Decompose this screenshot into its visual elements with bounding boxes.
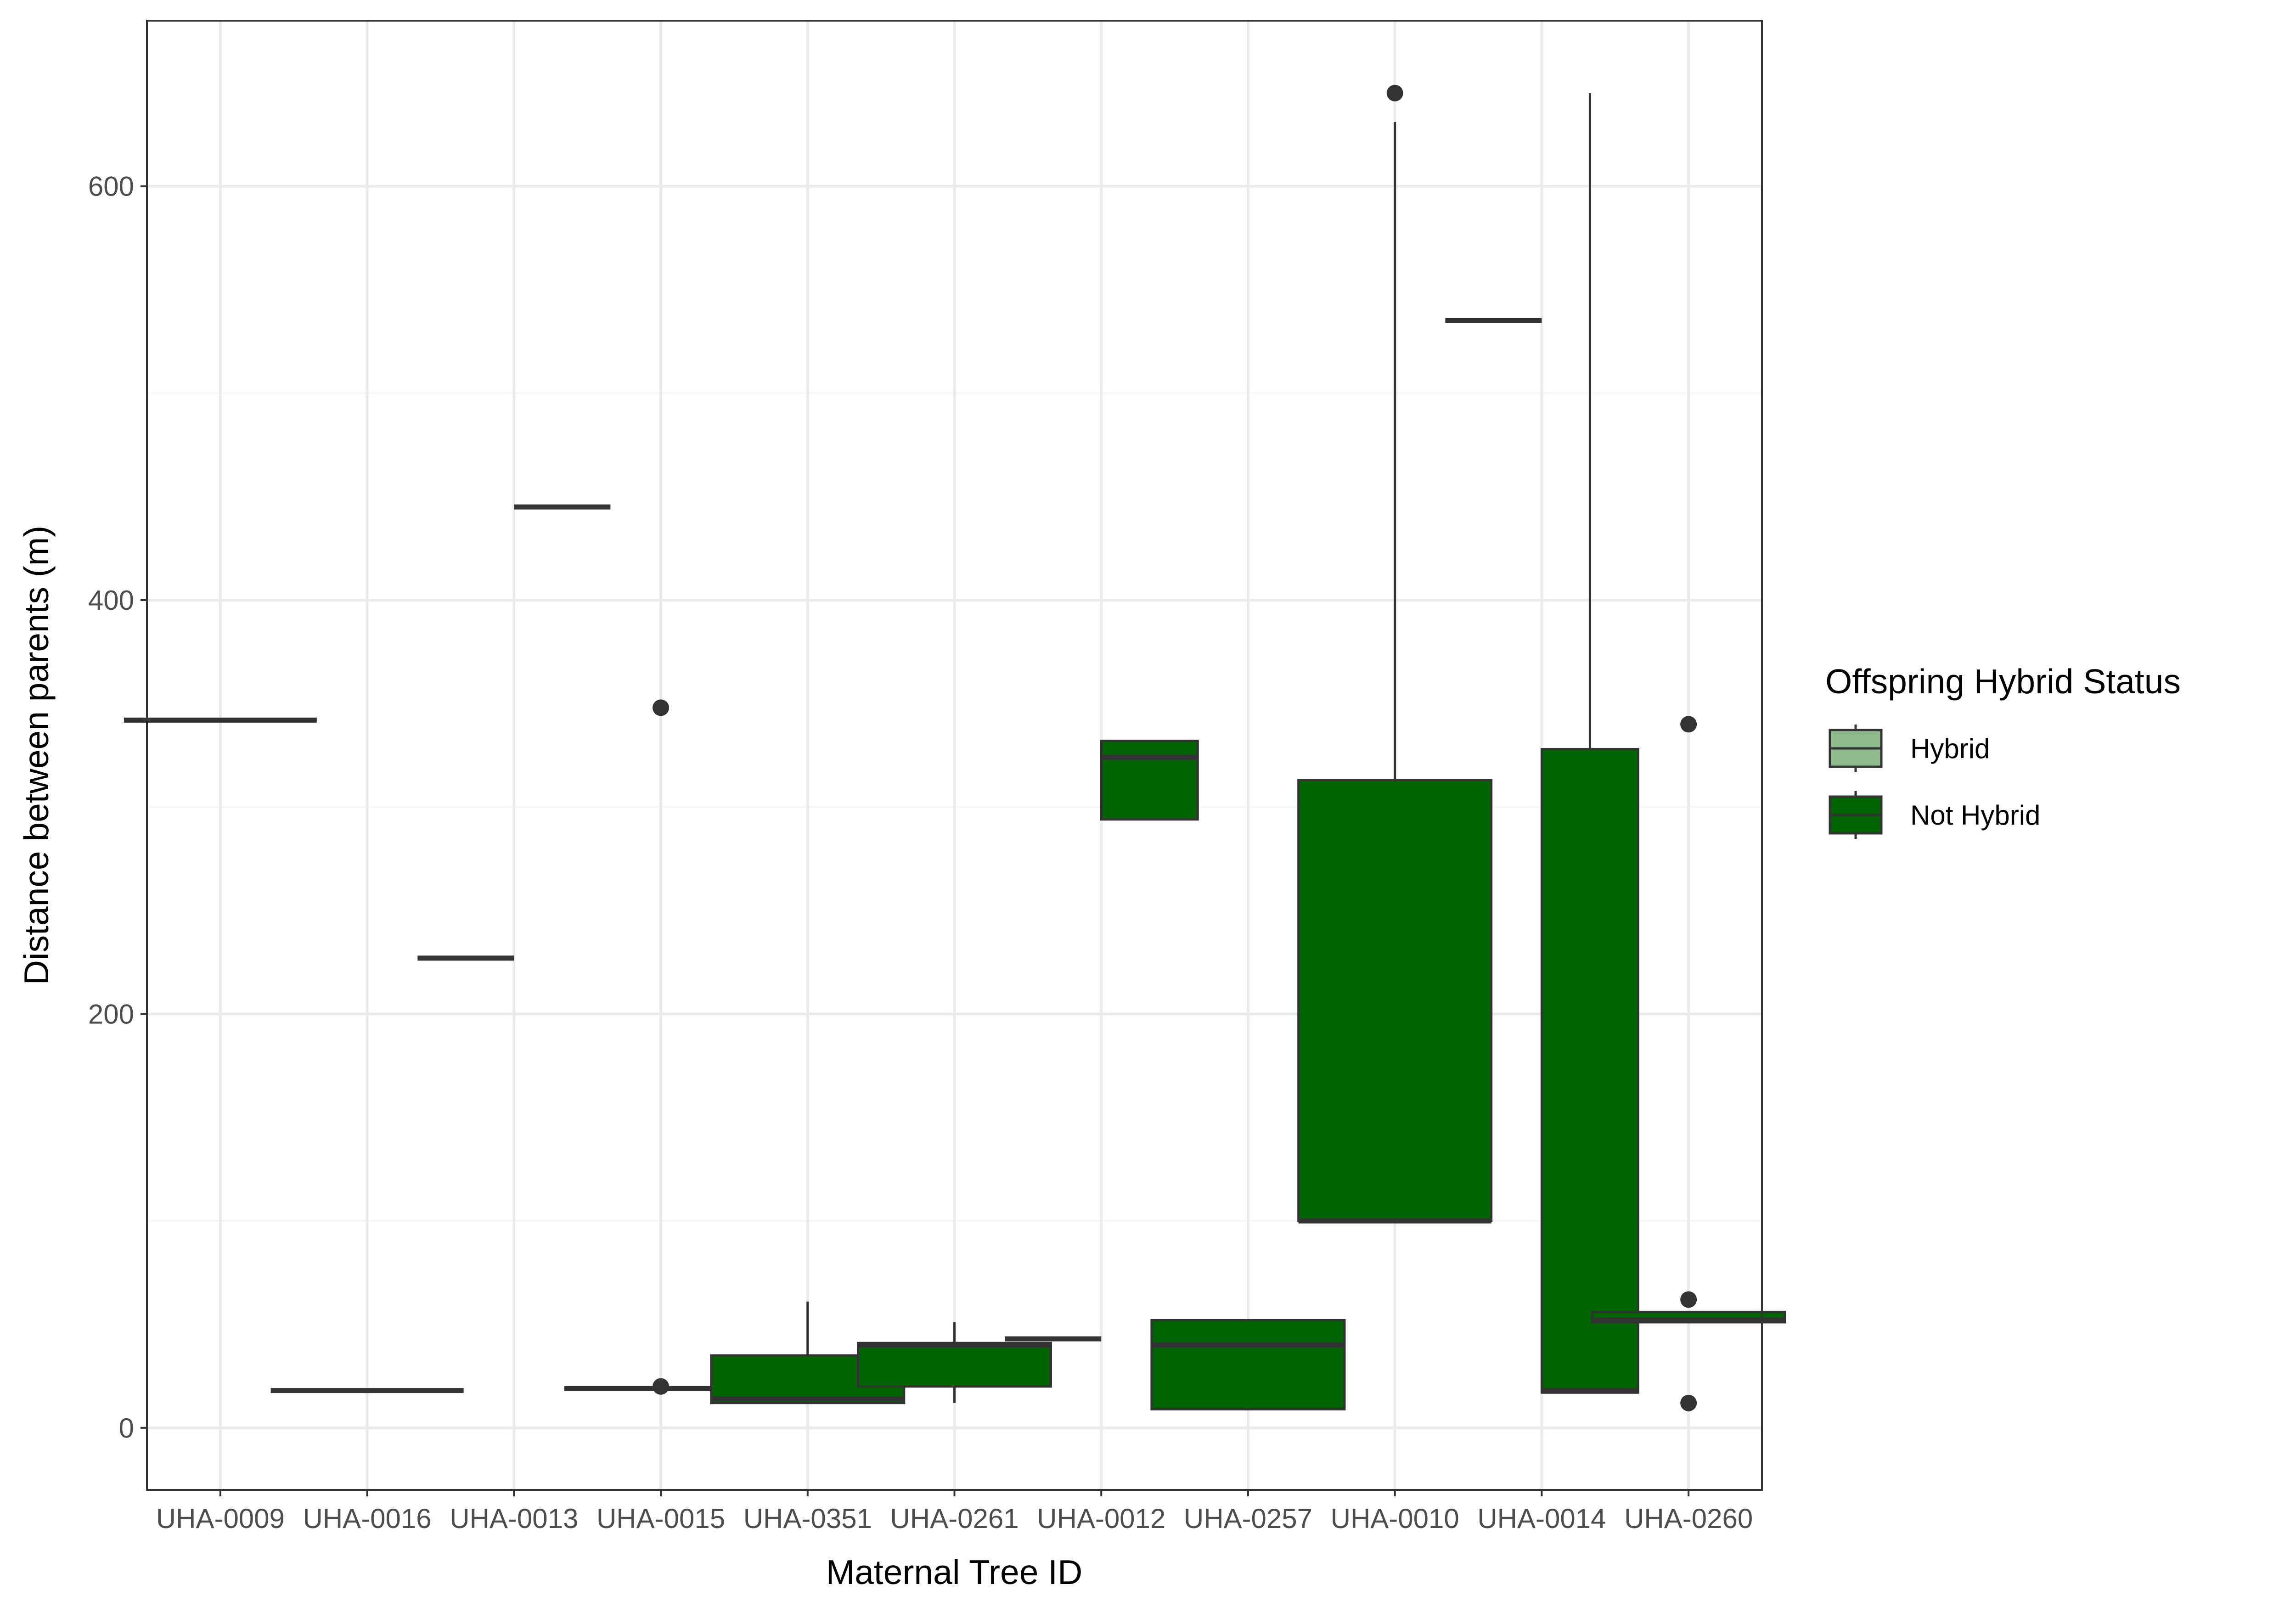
box-body <box>1150 1319 1346 1410</box>
x-tick-label: UHA-0009 <box>156 1503 285 1534</box>
legend: Offspring Hybrid Status Hybrid Not Hybrid <box>1825 662 2181 839</box>
outlier-point <box>1680 1394 1697 1411</box>
outlier-point <box>1386 84 1403 101</box>
x-axis-title: Maternal Tree ID <box>826 1553 1083 1591</box>
box-body <box>1540 747 1639 1394</box>
x-tick-label: UHA-0015 <box>597 1503 725 1534</box>
y-tick-label: 0 <box>119 1413 134 1444</box>
outlier-point <box>1680 716 1697 733</box>
legend-item-hybrid: Hybrid <box>1829 725 1990 772</box>
legend-label: Hybrid <box>1910 733 1990 764</box>
box-body <box>1297 779 1493 1222</box>
legend-label: Not Hybrid <box>1910 800 2040 831</box>
box-body <box>857 1342 1052 1388</box>
x-tick-label: UHA-0016 <box>303 1503 432 1534</box>
x-tick-label: UHA-0014 <box>1477 1503 1606 1534</box>
outlier-point <box>1680 1291 1697 1308</box>
x-tick-label: UHA-0010 <box>1331 1503 1459 1534</box>
y-tick-label: 400 <box>88 585 134 616</box>
y-tick-label: 200 <box>88 999 134 1029</box>
y-axis: 0 200 400 600 <box>88 171 147 1444</box>
outlier-point <box>653 699 670 716</box>
box-UHA-0257-not-hybrid <box>1150 1319 1346 1410</box>
legend-title: Offspring Hybrid Status <box>1825 662 2181 701</box>
box-UHA-0260-not-hybrid <box>1591 716 1786 1411</box>
x-tick-label: UHA-0351 <box>743 1503 872 1534</box>
y-tick-label: 600 <box>88 171 134 202</box>
box-UHA-0261-not-hybrid <box>857 1322 1052 1403</box>
box-body <box>1100 739 1199 821</box>
y-axis-title: Distance between parents (m) <box>17 526 56 985</box>
legend-item-not-hybrid: Not Hybrid <box>1829 791 2040 839</box>
outlier-point <box>653 1378 670 1395</box>
x-tick-label: UHA-0013 <box>450 1503 578 1534</box>
x-tick-label: UHA-0257 <box>1184 1503 1312 1534</box>
boxplot-marks <box>124 84 1786 1411</box>
box-UHA-0012-not-hybrid <box>1100 739 1199 821</box>
x-tick-label: UHA-0012 <box>1037 1503 1165 1534</box>
box-UHA-0010-not-hybrid <box>1297 84 1493 1224</box>
box-UHA-0014-not-hybrid <box>1540 93 1639 1394</box>
x-tick-label: UHA-0260 <box>1624 1503 1753 1534</box>
x-tick-label: UHA-0261 <box>890 1503 1019 1534</box>
legend-items: Hybrid Not Hybrid <box>1829 725 2040 839</box>
x-axis: UHA-0009 UHA-0016 UHA-0013 UHA-0015 UHA-0351… <box>156 1490 1753 1534</box>
